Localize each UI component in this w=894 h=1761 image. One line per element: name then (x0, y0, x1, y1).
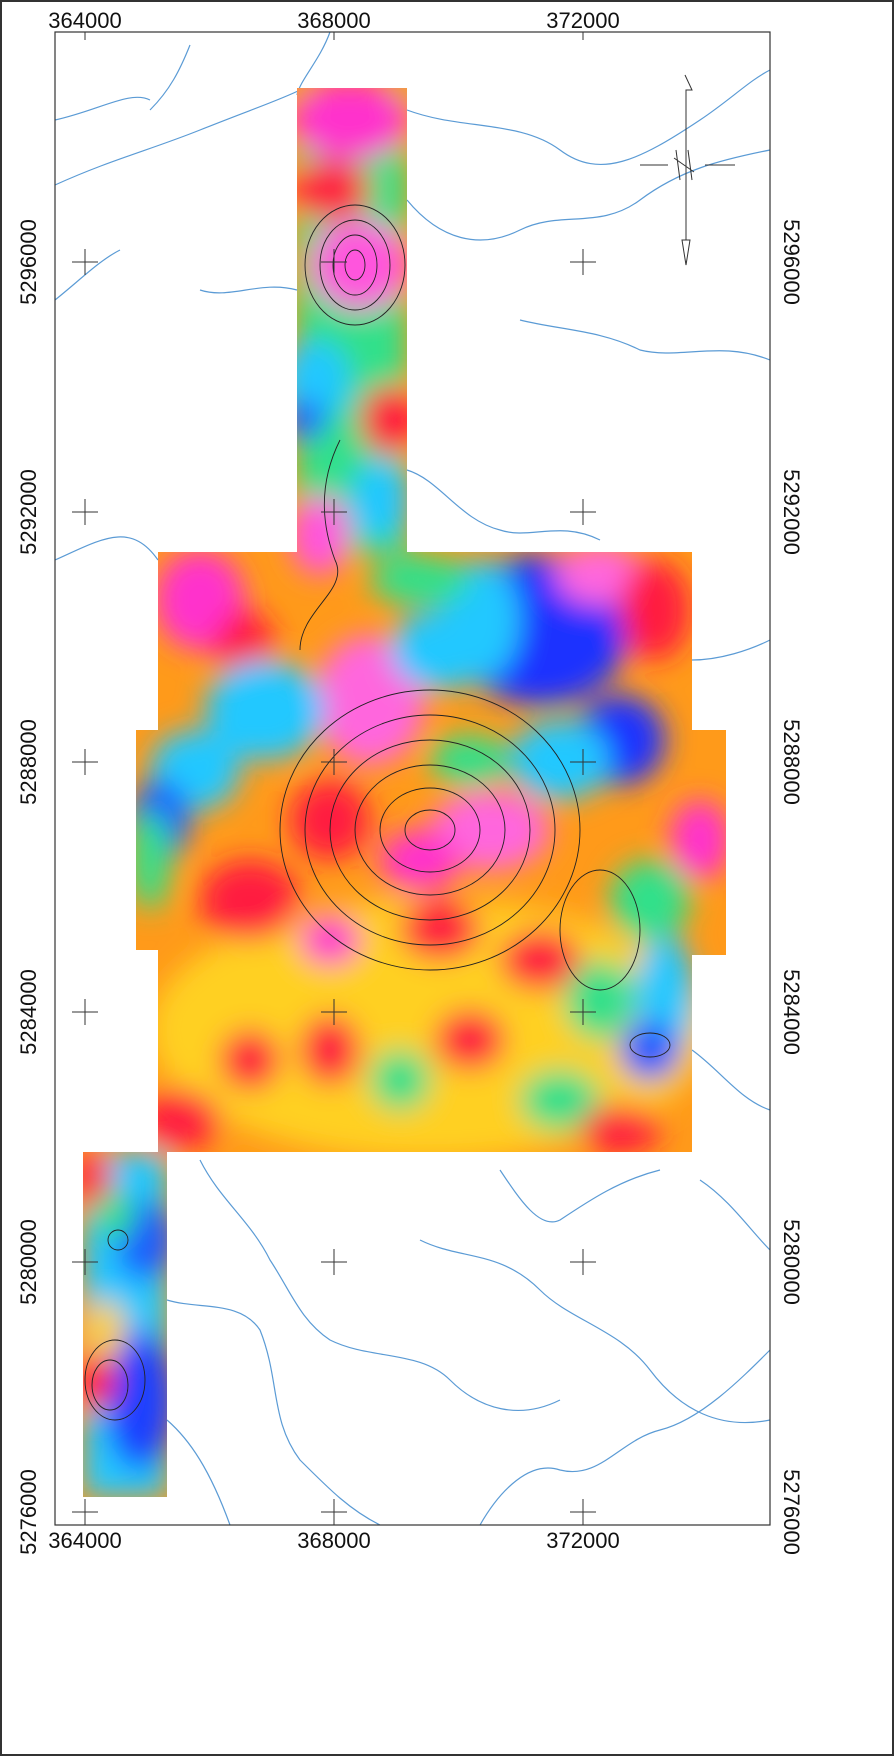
easting-label-top: 364000 (48, 8, 121, 33)
easting-label-bottom: 368000 (297, 1528, 370, 1553)
northing-label-left: 5284000 (16, 969, 41, 1055)
northing-label-right: 5296000 (779, 219, 804, 305)
northing-label-right: 5288000 (779, 719, 804, 805)
map: 364000 364000 368000 368000 372000 372000 5276… (0, 0, 894, 1756)
easting-label-bottom: 364000 (48, 1528, 121, 1553)
easting-label-bottom: 372000 (546, 1528, 619, 1553)
northing-label-right: 5276000 (779, 1469, 804, 1555)
page: 364000 364000 368000 368000 372000 372000 5276… (0, 0, 894, 1756)
northing-label-left: 5276000 (16, 1469, 41, 1555)
northing-label-right: 5292000 (779, 469, 804, 555)
northing-label-right: 5284000 (779, 969, 804, 1055)
northing-label-right: 5280000 (779, 1219, 804, 1305)
northing-label-left: 5296000 (16, 219, 41, 305)
easting-label-top: 372000 (546, 8, 619, 33)
northing-label-left: 5288000 (16, 719, 41, 805)
easting-label-top: 368000 (297, 8, 370, 33)
northing-label-left: 5292000 (16, 469, 41, 555)
northing-label-left: 5280000 (16, 1219, 41, 1305)
